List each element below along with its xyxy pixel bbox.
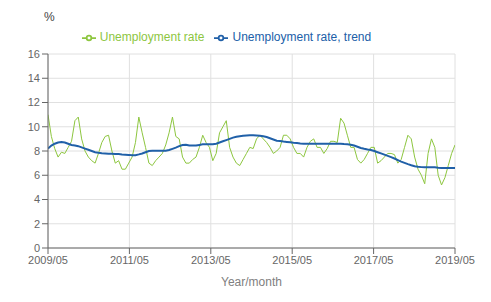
- svg-text:16: 16: [28, 48, 40, 60]
- svg-text:Year/month: Year/month: [221, 275, 282, 289]
- svg-text:2011/05: 2011/05: [110, 254, 149, 266]
- html-text:Unemployment rate, trend: Unemployment rate, trend: [232, 30, 372, 44]
- svg-text:12: 12: [28, 96, 40, 108]
- svg-text:0: 0: [34, 242, 40, 254]
- svg-text:8: 8: [34, 145, 40, 157]
- svg-text:2017/05: 2017/05: [354, 254, 394, 266]
- svg-text:2019/05: 2019/05: [435, 254, 475, 266]
- svg-text:2009/05: 2009/05: [28, 254, 68, 266]
- svg-text:14: 14: [28, 72, 40, 84]
- svg-text:2013/05: 2013/05: [191, 254, 231, 266]
- svg-text:4: 4: [34, 193, 40, 205]
- html-text:Unemployment rate: Unemployment rate: [99, 30, 205, 44]
- svg-text:2015/05: 2015/05: [272, 254, 312, 266]
- svg-text:10: 10: [28, 121, 40, 133]
- svg-text:6: 6: [34, 169, 40, 181]
- svg-text:2: 2: [34, 218, 40, 230]
